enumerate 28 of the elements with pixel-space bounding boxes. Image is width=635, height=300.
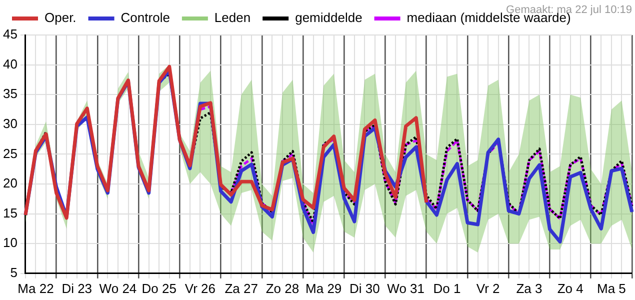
y-tick-label: 40 — [2, 56, 18, 72]
x-tick-label: Do 1 — [433, 280, 461, 296]
x-tick-label: Wo 24 — [99, 280, 137, 296]
y-tick-label: 5 — [10, 264, 18, 280]
x-tick-label: Di 23 — [62, 280, 92, 296]
y-tick-label: 25 — [2, 146, 18, 161]
x-tick-label: Za 3 — [516, 280, 542, 296]
legend-label: gemiddelde — [295, 10, 362, 26]
y-tick-label: 35 — [2, 86, 18, 102]
legend-label: Oper. — [44, 10, 76, 26]
legend-label: Leden — [214, 10, 251, 26]
x-tick-label: Do 25 — [142, 280, 176, 296]
x-tick-label: Vr 2 — [476, 280, 500, 296]
x-tick-label: Za 27 — [224, 280, 258, 296]
legend-label: Controle — [120, 10, 170, 26]
y-tick-label: 15 — [2, 205, 18, 220]
y-tick-label: 20 — [2, 176, 18, 191]
x-tick-label: Wo 31 — [387, 280, 425, 296]
x-tick-label: Zo 28 — [266, 280, 300, 296]
x-tick-label: Ma 29 — [306, 280, 342, 296]
y-tick-label: 10 — [2, 235, 18, 250]
x-tick-label: Ma 22 — [18, 280, 54, 296]
x-tick-label: Vr 26 — [184, 280, 216, 296]
x-tick-label: Ma 5 — [596, 280, 626, 296]
x-tick-label: Di 30 — [350, 280, 380, 296]
x-tick-label: Zo 4 — [557, 280, 584, 296]
y-tick-label: 30 — [2, 116, 18, 131]
y-tick-label: 45 — [2, 26, 18, 42]
